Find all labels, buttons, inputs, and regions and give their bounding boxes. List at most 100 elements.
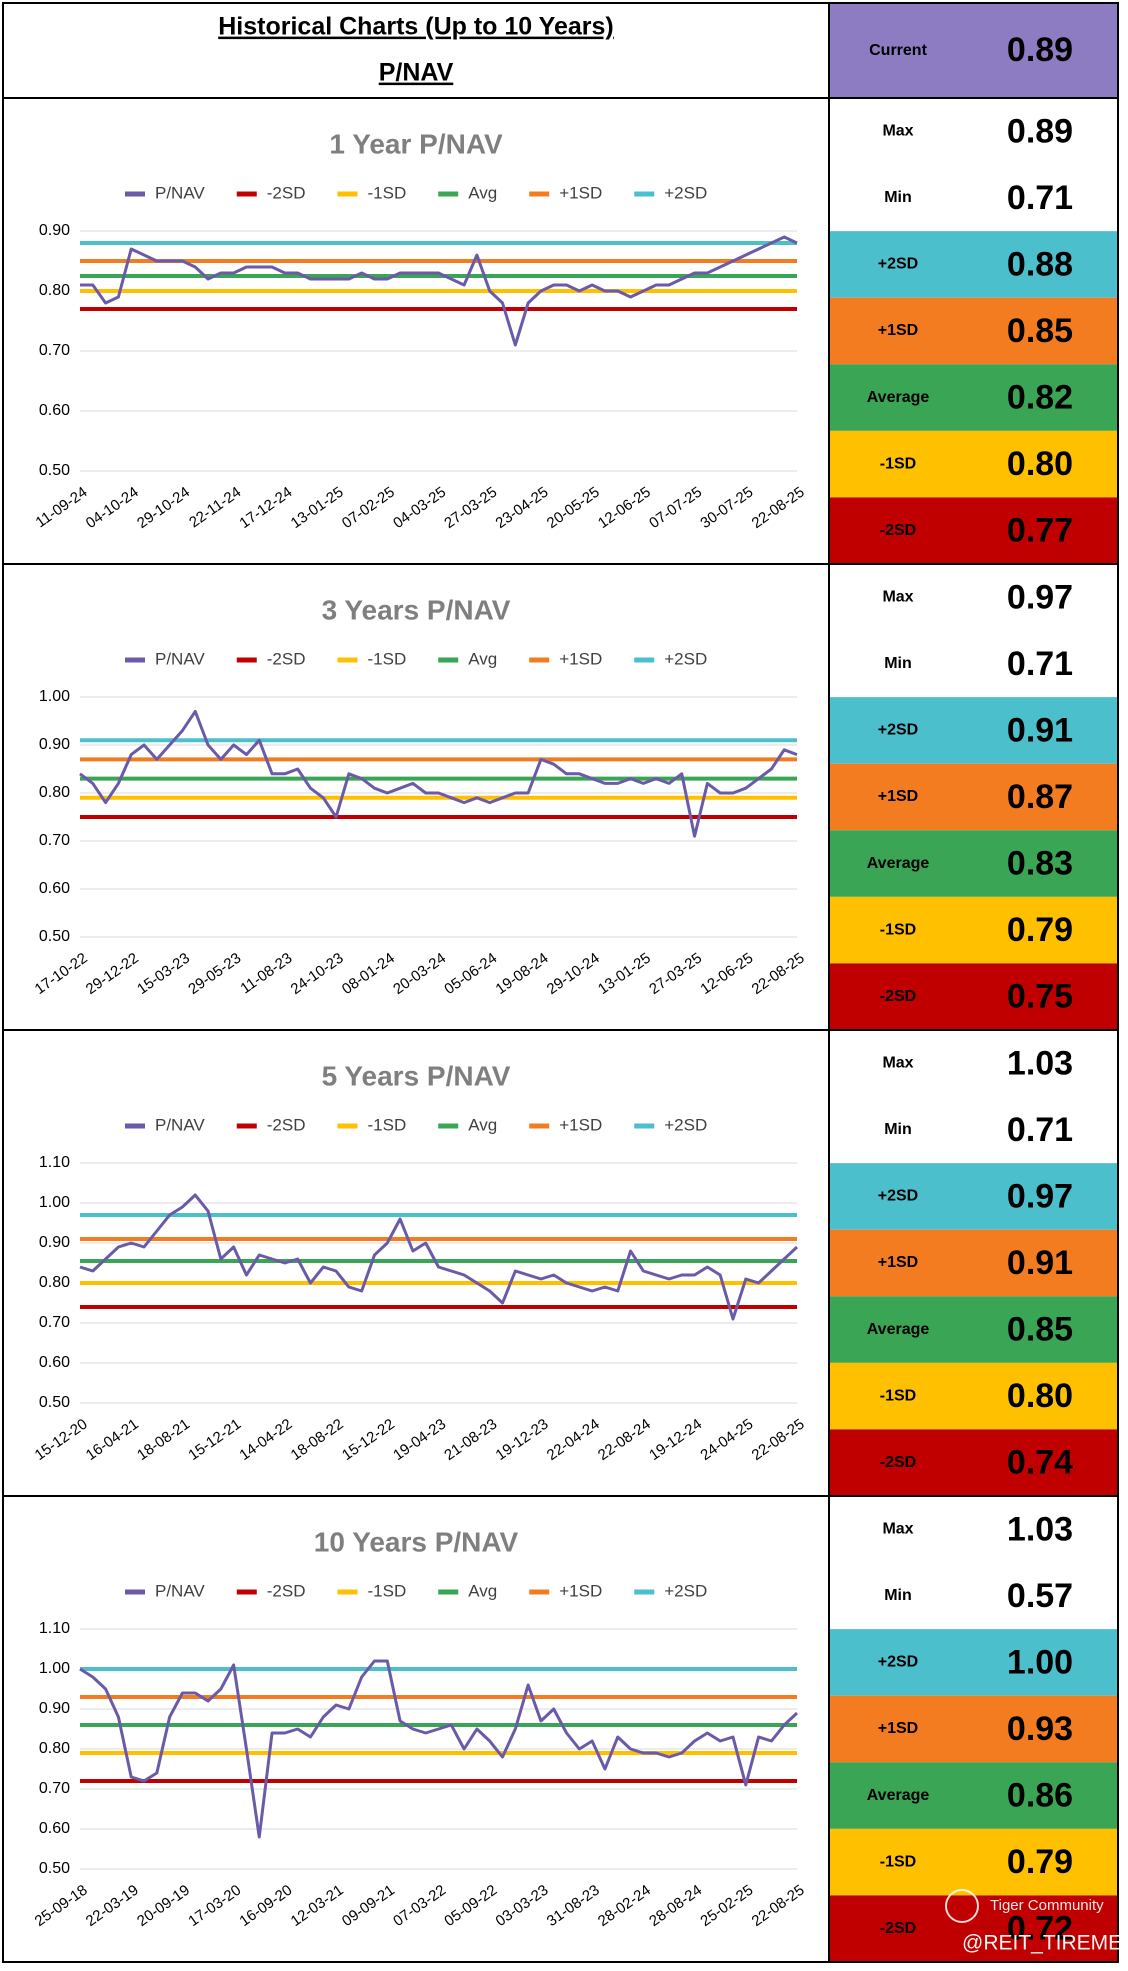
legend-label: -1SD — [368, 183, 407, 202]
stat-label: Max — [882, 1521, 913, 1538]
stat-cell — [829, 364, 1118, 431]
legend-label: -1SD — [368, 649, 407, 668]
stat-value: 0.85 — [1007, 312, 1073, 350]
legend-label: -2SD — [267, 649, 306, 668]
stat-value: 0.71 — [1007, 179, 1073, 217]
stat-value: 0.88 — [1007, 245, 1073, 283]
stat-cell — [829, 1229, 1118, 1297]
stat-cell — [829, 1030, 1118, 1097]
watermark-handle: @REIT_TIREMENT — [962, 1932, 1128, 1955]
stat-label: +1SD — [878, 1254, 918, 1271]
chart-title: 5 Years P/NAV — [322, 1060, 511, 1091]
stat-value: 0.97 — [1007, 1177, 1073, 1215]
stat-cell — [829, 1695, 1118, 1763]
stat-value: 0.57 — [1007, 1577, 1073, 1615]
y-tick-label: 0.60 — [39, 1354, 70, 1371]
y-tick-label: 1.00 — [39, 688, 70, 705]
y-tick-label: 0.90 — [39, 1700, 70, 1717]
stat-label: -1SD — [880, 1387, 916, 1404]
stat-cell — [829, 164, 1118, 232]
legend-label: Avg — [468, 1115, 497, 1134]
stat-value: 0.71 — [1007, 645, 1073, 683]
stat-cell — [829, 430, 1118, 498]
legend-label: -1SD — [368, 1581, 407, 1600]
legend-label: -2SD — [267, 1581, 306, 1600]
legend-label: +1SD — [559, 1115, 602, 1134]
stat-label: Average — [867, 855, 930, 872]
stat-label: Min — [884, 1121, 912, 1138]
watermark-brand: Tiger Community — [990, 1897, 1104, 1914]
pnav-line — [79, 1193, 799, 1321]
current-value: 0.89 — [1007, 31, 1073, 69]
y-tick-label: 0.80 — [39, 1740, 70, 1757]
stat-value: 0.91 — [1007, 1244, 1073, 1282]
stat-cell — [829, 697, 1118, 764]
stat-label: Min — [884, 1587, 912, 1604]
pnav-line — [80, 235, 798, 347]
stat-label: -2SD — [880, 1454, 916, 1471]
stat-value: 0.79 — [1007, 911, 1073, 949]
current-cell — [829, 3, 1118, 98]
page-subtitle: P/NAV — [379, 59, 454, 87]
y-tick-label: 0.60 — [39, 402, 70, 419]
stat-value: 1.03 — [1007, 1510, 1073, 1548]
stat-label: Average — [867, 1321, 930, 1338]
stat-value: 0.83 — [1007, 845, 1073, 883]
stat-cell — [829, 1296, 1118, 1363]
stat-cell — [829, 630, 1118, 698]
stat-cell — [829, 297, 1118, 365]
stat-value: 0.82 — [1007, 379, 1073, 417]
stat-label: Max — [882, 123, 913, 140]
y-tick-label: 0.60 — [39, 880, 70, 897]
y-tick-label: 0.50 — [39, 462, 70, 479]
stat-value: 0.79 — [1007, 1843, 1073, 1881]
stat-value: 0.75 — [1007, 978, 1073, 1016]
stat-label: Max — [882, 589, 913, 606]
stat-cell — [829, 763, 1118, 831]
page-title: Historical Charts (Up to 10 Years) — [218, 13, 614, 41]
stat-cell — [829, 1828, 1118, 1896]
y-tick-label: 0.70 — [39, 342, 70, 359]
pnav-line — [79, 709, 798, 838]
chart-title: 10 Years P/NAV — [314, 1526, 519, 1557]
stat-label: -2SD — [880, 1920, 916, 1937]
stat-value: 0.80 — [1007, 445, 1073, 483]
stat-label: +2SD — [878, 1654, 918, 1671]
y-tick-label: 0.90 — [39, 736, 70, 753]
legend-label: Avg — [468, 1581, 497, 1600]
y-tick-label: 0.80 — [39, 282, 70, 299]
stat-cell — [829, 1429, 1118, 1496]
legend-label: +1SD — [559, 183, 602, 202]
stat-value: 0.71 — [1007, 1111, 1073, 1149]
stat-label: +1SD — [878, 1720, 918, 1737]
y-tick-label: 0.70 — [39, 1780, 70, 1797]
legend-label: +2SD — [664, 1581, 707, 1600]
y-tick-label: 1.10 — [39, 1620, 70, 1637]
legend-label: P/NAV — [155, 183, 205, 202]
stat-value: 0.93 — [1007, 1710, 1073, 1748]
stat-cell — [829, 231, 1118, 298]
y-tick-label: 1.10 — [39, 1154, 70, 1171]
stat-cell — [829, 497, 1118, 564]
stat-label: +2SD — [878, 256, 918, 273]
stat-label: +2SD — [878, 1188, 918, 1205]
legend-label: P/NAV — [155, 1115, 205, 1134]
watermark-logo — [945, 1889, 979, 1923]
stat-cell — [829, 1362, 1118, 1430]
y-tick-label: 0.80 — [39, 1274, 70, 1291]
stat-cell — [829, 1096, 1118, 1164]
stat-cell — [829, 1163, 1118, 1230]
stat-value: 0.77 — [1007, 512, 1073, 550]
stat-label: +1SD — [878, 788, 918, 805]
chart-title: 3 Years P/NAV — [322, 594, 511, 625]
stat-value: 0.97 — [1007, 578, 1073, 616]
y-tick-label: 0.50 — [39, 1394, 70, 1411]
y-tick-label: 0.80 — [39, 784, 70, 801]
legend-label: Avg — [468, 649, 497, 668]
stat-value: 0.89 — [1007, 112, 1073, 150]
stat-value: 1.03 — [1007, 1044, 1073, 1082]
legend-label: -2SD — [267, 1115, 306, 1134]
legend-label: -2SD — [267, 183, 306, 202]
